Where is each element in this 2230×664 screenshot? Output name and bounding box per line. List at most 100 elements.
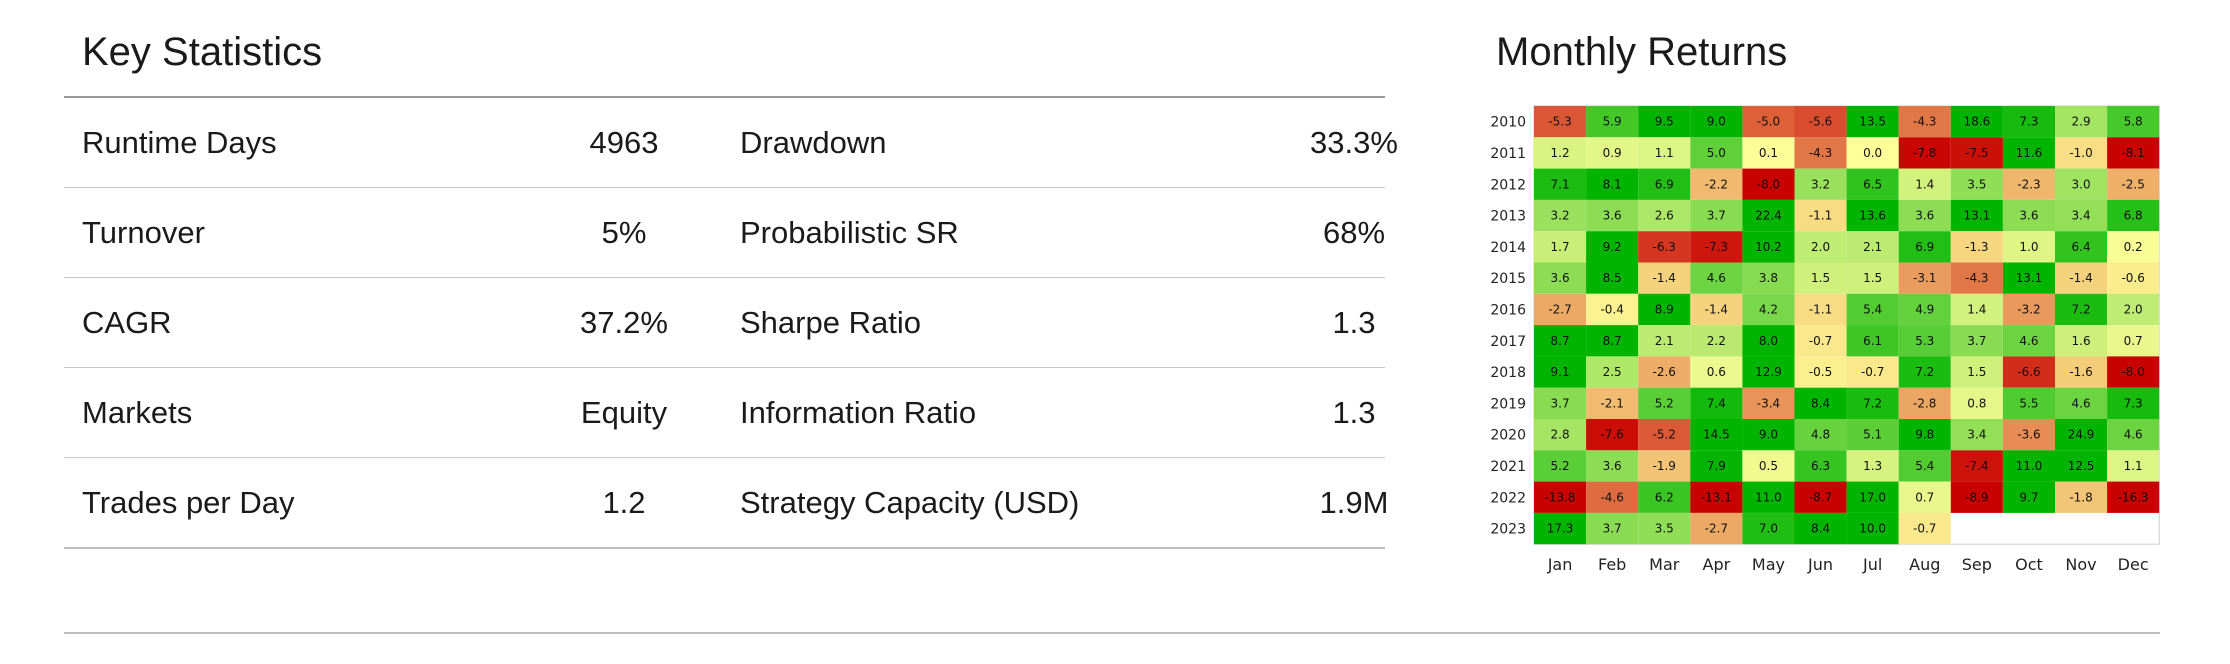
heatmap-cell	[1534, 450, 1587, 482]
heatmap-cell	[2002, 106, 2055, 138]
heatmap-cell-label: -0.7	[1861, 365, 1884, 379]
heatmap-cell	[2107, 106, 2160, 138]
heatmap-cell	[1950, 262, 2003, 294]
heatmap-cell-label: 1.3	[1863, 459, 1882, 473]
heatmap-cell-label: 3.7	[1967, 334, 1986, 348]
heatmap-cell	[1742, 106, 1795, 138]
year-tick-label: 2021	[1490, 459, 1526, 475]
heatmap-cell-label: -0.7	[1809, 334, 1832, 348]
heatmap-cell-label: 4.6	[1707, 271, 1726, 285]
heatmap-cell	[2002, 199, 2055, 232]
month-tick-label: Dec	[2118, 555, 2149, 574]
stat-value: 1.9M	[1319, 485, 1389, 520]
heatmap-cell-label: 2.0	[2124, 302, 2143, 316]
heatmap-cell-label: -2.8	[1913, 396, 1936, 410]
heatmap-cell	[1898, 231, 1951, 263]
heatmap-cell	[1534, 356, 1587, 388]
heatmap-cell-label: 0.9	[1603, 146, 1622, 160]
heatmap-cell-label: 8.4	[1811, 522, 1830, 536]
heatmap-cell	[1534, 387, 1587, 419]
heatmap-cell-label: 4.6	[2072, 396, 2091, 410]
heatmap-cell	[1690, 262, 1743, 294]
heatmap-cell	[2107, 293, 2160, 326]
heatmap-cell	[2055, 137, 2108, 169]
heatmap-cell	[2107, 168, 2160, 200]
heatmap-cell-label: -5.0	[1757, 115, 1780, 129]
heatmap-cell-label: 7.2	[1915, 365, 1934, 379]
heatmap-cell-label: 1.0	[2019, 240, 2038, 254]
heatmap-cell	[2002, 419, 2055, 451]
heatmap-cell-label: 1.4	[1915, 177, 1934, 191]
heatmap-cell	[2055, 106, 2108, 138]
heatmap-cell	[1638, 450, 1691, 482]
heatmap-cell-label: 12.9	[1755, 365, 1782, 379]
heatmap-cell-label: -1.6	[2069, 365, 2092, 379]
heatmap-cell-label: -0.7	[1913, 522, 1936, 536]
heatmap-cell	[1794, 137, 1847, 169]
heatmap-cell	[2002, 481, 2055, 513]
heatmap-cell-label: -3.4	[1757, 396, 1780, 410]
heatmap-cell	[2055, 356, 2108, 388]
heatmap-cell-label: 6.5	[1863, 177, 1882, 191]
month-tick-label: Sep	[1962, 555, 1992, 574]
heatmap-cell	[2107, 481, 2160, 513]
heatmap-cell-label: 10.0	[1859, 522, 1886, 536]
heatmap-cell-label: -1.8	[2069, 490, 2092, 504]
heatmap-cell	[2055, 450, 2108, 482]
heatmap-cell	[1638, 231, 1691, 263]
heatmap-cell-label: 0.1	[1759, 146, 1778, 160]
heatmap-cell-label: 2.1	[1655, 334, 1674, 348]
heatmap-cell-label: 3.7	[1551, 396, 1570, 410]
heatmap-cell	[1638, 293, 1691, 326]
heatmap-cell-label: 8.7	[1551, 334, 1570, 348]
stat-label: Markets	[82, 395, 193, 430]
heatmap-cell	[1898, 137, 1951, 169]
heatmap-cell-label: 8.5	[1603, 271, 1622, 285]
heatmap-cell-label: 1.5	[1967, 365, 1986, 379]
heatmap-cell	[1898, 106, 1951, 138]
heatmap-cell	[2002, 262, 2055, 294]
heatmap-cell	[1898, 356, 1951, 388]
heatmap-cell-label: 0.5	[1759, 459, 1778, 473]
heatmap-cell-label: 5.4	[1863, 302, 1882, 316]
heatmap-cell	[1690, 293, 1743, 326]
heatmap-cell	[1690, 419, 1743, 451]
heatmap-cell	[1690, 356, 1743, 388]
heatmap-cell	[1690, 137, 1743, 169]
heatmap-cell	[1534, 481, 1587, 513]
year-tick-label: 2011	[1490, 146, 1526, 162]
heatmap-cell	[1846, 450, 1899, 482]
heatmap-cell	[2002, 450, 2055, 482]
heatmap-cell	[1950, 137, 2003, 169]
heatmap-cell	[2055, 231, 2108, 263]
heatmap-cell-label: 11.6	[2016, 146, 2043, 160]
heatmap-cell	[1794, 199, 1847, 232]
heatmap-cell	[1898, 512, 1951, 545]
heatmap-cell-label: 13.5	[1859, 115, 1886, 129]
month-tick-label: May	[1752, 555, 1785, 574]
heatmap-cell-label: 3.8	[1759, 271, 1778, 285]
heatmap-cell-label: 8.9	[1655, 302, 1674, 316]
heatmap-cell	[1742, 512, 1795, 545]
year-tick-label: 2019	[1490, 396, 1526, 412]
heatmap-cell	[2107, 387, 2160, 419]
heatmap-cell	[1742, 450, 1795, 482]
heatmap-cell-label: -0.5	[1809, 365, 1832, 379]
heatmap-cell	[2055, 387, 2108, 419]
month-tick-label: Jul	[1862, 555, 1882, 574]
heatmap-cell	[1846, 137, 1899, 169]
heatmap-cell	[1794, 231, 1847, 263]
heatmap-cell	[2107, 231, 2160, 263]
heatmap-cell	[1742, 387, 1795, 419]
heatmap-cell	[1898, 450, 1951, 482]
heatmap-cell-label: 5.1	[1863, 428, 1882, 442]
heatmap-cell-label: -1.9	[1653, 459, 1676, 473]
heatmap-cell-label: 5.2	[1551, 459, 1570, 473]
stat-value: 68%	[1322, 215, 1386, 250]
heatmap-cell	[1846, 106, 1899, 138]
heatmap-cell-label: 2.2	[1707, 334, 1726, 348]
heatmap-cell-label: 17.3	[1547, 522, 1574, 536]
heatmap-cell-label: 3.6	[1551, 271, 1570, 285]
heatmap-cell-label: 9.0	[1759, 428, 1778, 442]
heatmap-cell	[1898, 262, 1951, 294]
